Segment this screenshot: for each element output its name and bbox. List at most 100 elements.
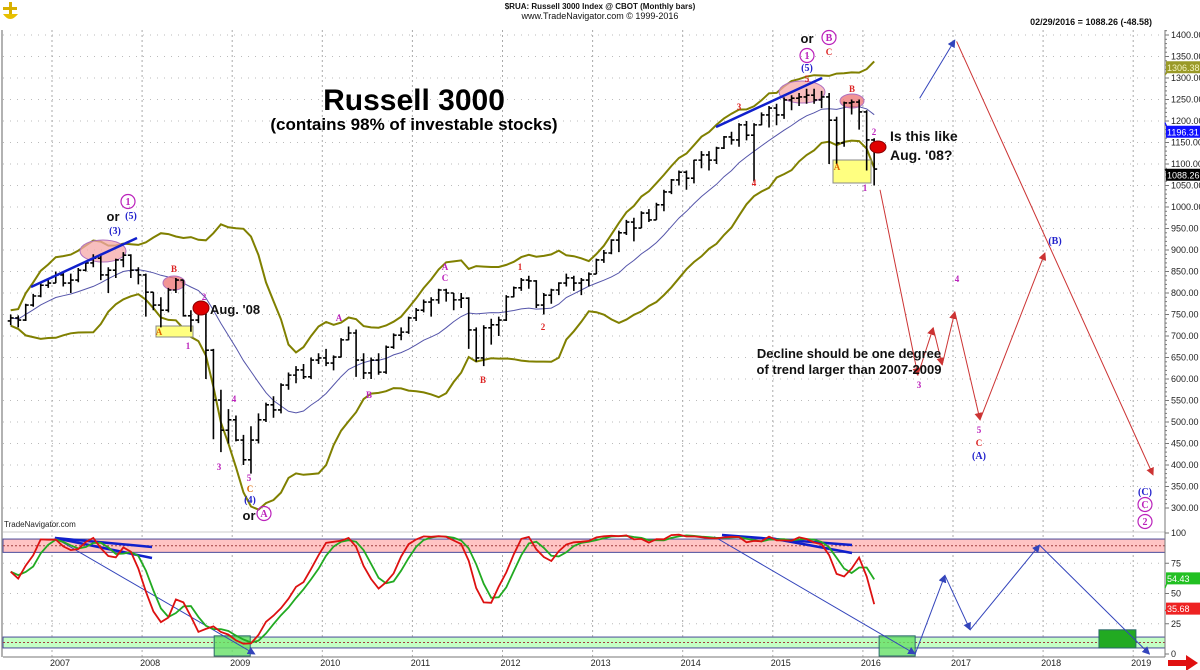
indicator-projection-segment	[914, 574, 947, 655]
x-tick-label: 2009	[230, 658, 250, 668]
price-bar	[278, 383, 285, 414]
wave-label: 1	[518, 262, 523, 272]
price-bar	[720, 136, 727, 149]
price-bar	[413, 308, 420, 321]
y-tick-label: 1350.00	[1171, 52, 1200, 62]
price-bar	[45, 280, 52, 288]
price-bar	[353, 329, 360, 377]
fast-value-tag-bg	[1166, 602, 1200, 615]
indicator-tick-label: 0	[1171, 649, 1176, 659]
circle-marker	[1137, 496, 1153, 513]
wave-label: B	[366, 390, 372, 400]
price-bar	[308, 357, 315, 379]
x-tick-label: 2014	[681, 658, 701, 668]
decline-note-line2: of trend larger than 2007-2009	[757, 362, 942, 377]
price-bar	[323, 348, 330, 367]
price-bar	[713, 146, 720, 164]
wave-label: or	[243, 508, 256, 523]
circle-marker	[821, 29, 837, 46]
price-bar	[368, 357, 375, 379]
alternate-projection-segment	[919, 39, 956, 99]
price-bar	[488, 318, 495, 345]
price-bar	[330, 355, 337, 371]
price-bar	[225, 409, 232, 444]
upper-band	[10, 60, 875, 354]
projection-segment	[879, 189, 921, 377]
wave-label: (B)	[1048, 236, 1061, 247]
price-bar	[180, 279, 187, 317]
price-bar	[533, 280, 540, 309]
price-bar	[270, 396, 277, 418]
stochastic-indicator	[10, 533, 876, 645]
wave-label: A	[156, 327, 163, 337]
wave-label: A	[442, 262, 449, 272]
price-bar	[142, 273, 149, 317]
wave-label: C	[976, 438, 983, 448]
price-bar	[623, 219, 630, 235]
price-bar	[60, 272, 67, 287]
aug-2008-marker	[192, 300, 210, 316]
divergence-line	[54, 536, 153, 549]
circle-marker	[120, 193, 136, 210]
wave-label: 1	[805, 51, 810, 62]
price-bar	[360, 353, 367, 379]
price-bar	[555, 282, 562, 296]
price-bar	[645, 209, 652, 223]
price-bar	[788, 95, 795, 111]
alternate-projection-segment	[956, 41, 1154, 476]
price-bar	[593, 258, 600, 275]
wave-label: 5	[805, 74, 810, 84]
y-tick-label: 300.00	[1171, 503, 1199, 513]
price-bar	[675, 170, 682, 186]
price-bar	[338, 338, 345, 358]
wave-label: 1	[126, 197, 131, 208]
price-bar	[232, 415, 239, 442]
signal-box	[1098, 629, 1137, 649]
x-tick-label: 2011	[411, 658, 430, 668]
middle-band	[10, 105, 875, 414]
price-bar	[157, 297, 164, 328]
price-bar	[247, 426, 254, 474]
headline-title: Russell 3000	[323, 84, 505, 117]
wave-label: 1	[863, 183, 868, 193]
price-bar	[630, 217, 637, 242]
x-tick-label: 2007	[50, 658, 70, 668]
wave-label: (3)	[109, 226, 121, 237]
ohlc-bars	[7, 88, 878, 474]
price-bar	[495, 316, 502, 336]
signal-box	[878, 635, 916, 657]
wave-label: 2	[872, 127, 877, 137]
wave-label: (A)	[972, 451, 986, 462]
x-tick-label: 2010	[320, 658, 340, 668]
watermark: TradeNavigator.com	[4, 520, 76, 529]
price-bar	[841, 101, 848, 147]
indicator-projection-segment	[1039, 544, 1151, 655]
price-bar	[375, 353, 382, 375]
slow-value-tag: 54.43	[1167, 574, 1190, 584]
price-bar	[120, 252, 127, 268]
current-marker	[869, 140, 887, 154]
price-bar	[690, 159, 697, 184]
signal-box	[213, 635, 251, 657]
price-bar	[615, 230, 622, 253]
y-tick-label: 950.00	[1171, 224, 1199, 234]
wave-label: (C)	[1138, 487, 1152, 498]
price-bar	[638, 211, 645, 229]
headline-subtitle: (contains 98% of investable stocks)	[270, 115, 557, 134]
scroll-right-arrow-icon[interactable]	[1168, 655, 1198, 670]
price-bar	[743, 121, 750, 141]
y-tick-label: 850.00	[1171, 267, 1199, 277]
price-bar	[856, 99, 863, 130]
y-tick-label: 500.00	[1171, 417, 1199, 427]
indicator-tick-label: 100	[1171, 528, 1186, 538]
trade-navigator-logo-icon	[3, 2, 18, 19]
upper-band-tag-bg	[1166, 61, 1200, 74]
x-tick-label: 2015	[771, 658, 791, 668]
wave-label: 3	[917, 380, 922, 390]
y-tick-label: 700.00	[1171, 331, 1199, 341]
price-bar	[450, 292, 457, 311]
y-tick-label: 900.00	[1171, 245, 1199, 255]
price-bar	[7, 314, 14, 326]
price-bar	[608, 239, 615, 255]
